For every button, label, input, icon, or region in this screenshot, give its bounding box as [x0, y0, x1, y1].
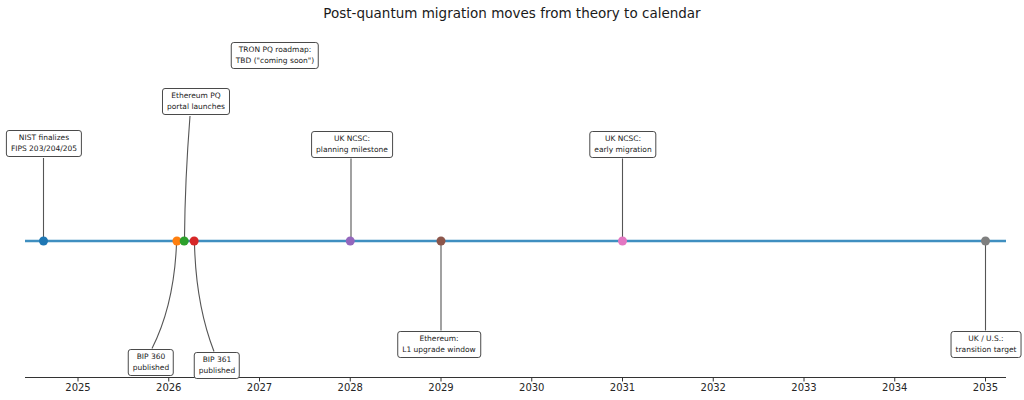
annotation-tron-pq-roadmap: TRON PQ roadmap: TBD ("coming soon")	[231, 42, 319, 69]
chart-title: Post-quantum migration moves from theory…	[0, 5, 1024, 21]
x-tick-label: 2031	[610, 382, 635, 393]
event-marker	[981, 237, 990, 246]
leader-lines	[44, 116, 986, 352]
timeline-chart: Post-quantum migration moves from theory…	[0, 0, 1024, 400]
x-tick-label: 2025	[65, 382, 90, 393]
event-marker	[39, 237, 48, 246]
leader-line	[185, 116, 191, 238]
annotation-bip-360: BIP 360 published	[128, 349, 174, 376]
annotation-bip-361: BIP 361 published	[194, 352, 240, 379]
annotation-ethereum-l1-window: Ethereum: L1 upgrade window	[397, 331, 481, 358]
event-marker	[346, 237, 355, 246]
annotation-uk-us-transition-target: UK / U.S.: transition target	[951, 331, 1022, 358]
x-tick-label: 2034	[882, 382, 907, 393]
x-tick-label: 2035	[973, 382, 998, 393]
event-marker	[180, 237, 189, 246]
x-tick-label: 2033	[791, 382, 816, 393]
event-marker	[190, 237, 199, 246]
x-tick-label: 2030	[519, 382, 544, 393]
annotation-nist-fips: NIST finalizes FIPS 203/204/205	[6, 130, 82, 157]
x-tick-label: 2029	[428, 382, 453, 393]
plot-area	[0, 0, 1024, 400]
annotation-uk-ncsc-early-migration: UK NCSC: early migration	[589, 131, 656, 158]
annotation-ethereum-pq-portal: Ethereum PQ portal launches	[162, 88, 230, 115]
leader-line	[152, 244, 177, 349]
event-marker	[437, 237, 446, 246]
x-tick-label: 2027	[247, 382, 272, 393]
x-tick-label: 2028	[338, 382, 363, 393]
event-marker	[618, 237, 627, 246]
leader-line	[195, 244, 215, 352]
x-tick-label: 2032	[701, 382, 726, 393]
x-tick-label: 2026	[156, 382, 181, 393]
annotation-uk-ncsc-planning: UK NCSC: planning milestone	[311, 131, 393, 158]
